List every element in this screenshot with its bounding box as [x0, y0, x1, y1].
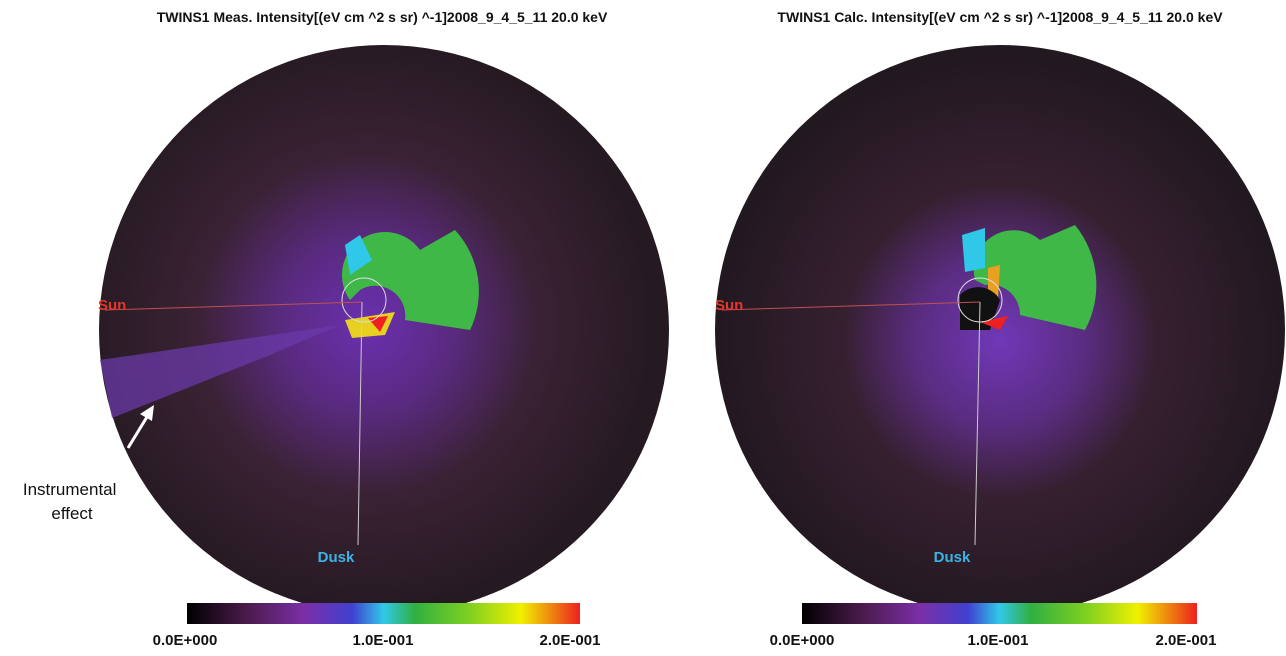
earth-outline: [341, 277, 387, 323]
colorbar-label: 0.0E+000: [770, 632, 835, 649]
green-region: [341, 230, 479, 330]
green-region: [973, 225, 1097, 330]
panel-measured: TWINS1 Meas. Intensity[(eV cm ^2 s sr) ^…: [23, 9, 669, 649]
cyan-region: [345, 235, 372, 275]
panel-title: TWINS1 Calc. Intensity[(eV cm ^2 s sr) ^…: [777, 9, 1223, 25]
panel-calculated: TWINS1 Calc. Intensity[(eV cm ^2 s sr) ^…: [715, 9, 1285, 649]
colorbar-label: 1.0E-001: [968, 632, 1029, 649]
annotation-line: Instrumental: [23, 480, 117, 499]
colorbar-label: 2.0E-001: [540, 632, 601, 649]
annotation: Instrumental effect: [23, 480, 121, 523]
dusk-label: Dusk: [318, 549, 355, 566]
instrumental-streak: [100, 325, 340, 418]
arrow-head: [140, 405, 154, 421]
sun-label: Sun: [715, 297, 743, 314]
colorbar-label: 1.0E-001: [353, 632, 414, 649]
dusk-line: [974, 301, 981, 546]
sun-label: Sun: [98, 297, 126, 314]
colorbar-label: 0.0E+000: [153, 632, 218, 649]
annotation-line: effect: [51, 504, 93, 523]
colorbar-label: 2.0E-001: [1156, 632, 1217, 649]
annotation-arrow: [126, 411, 152, 449]
colorbar: [187, 603, 580, 624]
colorbar: [802, 603, 1197, 624]
red-region: [980, 316, 1008, 330]
sun-line: [104, 301, 363, 311]
dusk-label: Dusk: [934, 549, 971, 566]
dusk-line: [357, 301, 363, 546]
sun-line: [721, 301, 981, 311]
panel-title: TWINS1 Meas. Intensity[(eV cm ^2 s sr) ^…: [157, 9, 608, 25]
cyan-region: [962, 228, 985, 272]
